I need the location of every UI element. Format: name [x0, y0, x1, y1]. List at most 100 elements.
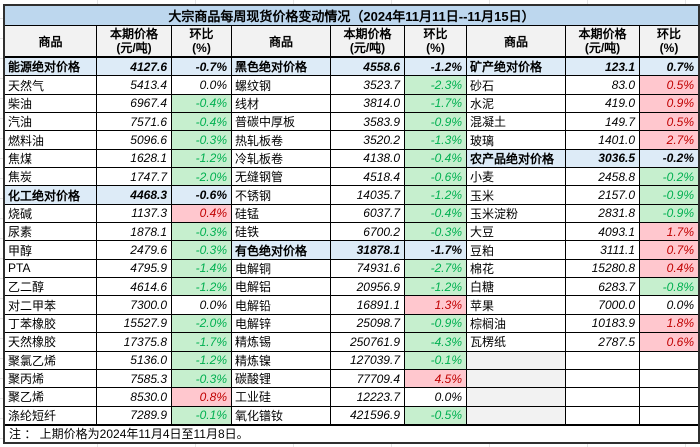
price-cell: 3814.0 — [331, 94, 405, 114]
price-cell: 8530.0 — [97, 388, 172, 407]
price-cell: 1747.7 — [97, 168, 172, 187]
price-cell: 5136.0 — [97, 351, 172, 370]
price-cell: 1878.1 — [97, 223, 172, 242]
commodity-cell: 普碳中厚板 — [232, 113, 331, 132]
commodity-cell — [467, 369, 566, 389]
price-cell: 4138.0 — [331, 149, 405, 169]
pct-cell: -0.2% — [640, 168, 698, 187]
pct-cell: -4.3% — [405, 333, 467, 352]
price-cell: 31878.1 — [331, 241, 405, 260]
commodity-cell: 棕榈油 — [467, 314, 566, 334]
pct-cell: -0.9% — [640, 204, 698, 224]
pct-cell: 4.5% — [405, 369, 467, 389]
commodity-cell: 精炼锡 — [232, 333, 331, 352]
pct-cell: -0.1% — [405, 351, 467, 370]
pct-cell: -1.7% — [405, 241, 467, 260]
price-cell: 6700.2 — [331, 223, 405, 242]
col-header-price-label: 本期价格 — [343, 27, 392, 41]
commodity-cell: 玉米淀粉 — [467, 204, 566, 224]
price-cell: 7000.0 — [566, 296, 640, 315]
price-cell: 4127.6 — [97, 58, 172, 77]
pct-cell — [640, 406, 698, 425]
pct-cell: -1.2% — [172, 149, 232, 169]
pct-cell: -0.3% — [172, 369, 232, 389]
commodity-cell: 柴油 — [5, 94, 97, 114]
price-cell: 419.0 — [566, 94, 640, 114]
commodity-cell: 丁苯橡胶 — [5, 314, 97, 334]
pct-cell: -1.4% — [172, 259, 232, 279]
commodity-cell: 硅铁 — [232, 223, 331, 242]
commodity-cell — [467, 406, 566, 425]
pct-cell: -0.8% — [640, 278, 698, 297]
commodity-cell: 聚氯乙烯 — [5, 351, 97, 370]
price-table: 大宗商品每周现货价格变动情况（2024年11月11日--11月15日） 商品 本… — [3, 4, 700, 444]
price-cell: 2157.0 — [566, 186, 640, 205]
price-cell: 2831.8 — [566, 204, 640, 224]
pct-cell — [640, 388, 698, 407]
col-header-pct-unit: (%) — [659, 41, 679, 55]
pct-cell: 0.4% — [640, 259, 698, 279]
commodity-cell: 小麦 — [467, 168, 566, 187]
col-header-price-unit: (元/吨) — [116, 41, 152, 55]
pct-cell: 0.5% — [640, 76, 698, 95]
pct-cell: -2.0% — [172, 168, 232, 187]
price-cell: 77709.4 — [331, 369, 405, 389]
price-cell: 6967.4 — [97, 94, 172, 114]
commodity-cell: 硅锰 — [232, 204, 331, 224]
col-header-pct-label: 环比 — [189, 27, 214, 41]
commodity-cell: 能源绝对价格 — [5, 58, 97, 77]
pct-cell: 0.7% — [640, 58, 698, 77]
commodity-cell: 尿素 — [5, 223, 97, 242]
commodity-cell: 混凝土 — [467, 113, 566, 132]
commodity-cell: 焦煤 — [5, 149, 97, 169]
price-cell: 3520.2 — [331, 131, 405, 150]
price-cell: 7300.0 — [97, 296, 172, 315]
col-header-commodity-1: 商品 — [5, 26, 97, 58]
pct-cell: 0.8% — [172, 388, 232, 407]
price-cell: 6283.7 — [566, 278, 640, 297]
pct-cell: 0.7% — [640, 241, 698, 260]
pct-cell: 0.4% — [172, 204, 232, 224]
price-cell: 7289.9 — [97, 406, 172, 425]
col-header-pct-1: 环比 (%) — [172, 26, 232, 58]
commodity-cell: 碳酸锂 — [232, 369, 331, 389]
pct-cell: -0.4% — [405, 204, 467, 224]
pct-cell: -0.3% — [172, 241, 232, 260]
commodity-cell: 电解锌 — [232, 314, 331, 334]
col-header-pct-3: 环比 (%) — [640, 26, 698, 58]
commodity-cell: 烧碱 — [5, 204, 97, 224]
commodity-cell: 焦炭 — [5, 168, 97, 187]
commodity-cell: 天然橡胶 — [5, 333, 97, 352]
pct-cell: -1.2% — [405, 186, 467, 205]
price-cell: 2787.5 — [566, 333, 640, 352]
price-cell: 3523.7 — [331, 76, 405, 95]
pct-cell: 2.7% — [640, 131, 698, 150]
price-cell: 74931.6 — [331, 259, 405, 279]
col-header-pct-label: 环比 — [656, 27, 681, 41]
commodity-cell: 苹果 — [467, 296, 566, 315]
col-header-pct-unit: (%) — [426, 41, 445, 55]
price-cell: 12223.7 — [331, 388, 405, 407]
commodity-cell: 热轧板卷 — [232, 131, 331, 150]
pct-cell: 0.5% — [640, 113, 698, 132]
price-cell: 83.0 — [566, 76, 640, 95]
pct-cell: -0.4% — [172, 113, 232, 132]
price-cell: 2479.6 — [97, 241, 172, 260]
price-cell: 20956.9 — [331, 278, 405, 297]
commodity-cell: 精炼镍 — [232, 351, 331, 370]
price-cell: 1137.3 — [97, 204, 172, 224]
pct-cell: -0.3% — [172, 223, 232, 242]
pct-cell: 1.8% — [640, 314, 698, 334]
pct-cell: -1.2% — [172, 351, 232, 370]
commodity-cell: 涤纶短纤 — [5, 406, 97, 425]
commodity-cell: 矿产绝对价格 — [467, 58, 566, 77]
col-header-price-2: 本期价格 (元/吨) — [331, 26, 405, 58]
price-cell: 4468.3 — [97, 186, 172, 205]
pct-cell — [640, 351, 698, 370]
pct-cell: -0.6% — [405, 168, 467, 187]
pct-cell: -1.2% — [405, 278, 467, 297]
pct-cell: -0.1% — [172, 406, 232, 425]
commodity-cell: 螺纹钢 — [232, 76, 331, 95]
commodity-cell: 冷轧板卷 — [232, 149, 331, 169]
